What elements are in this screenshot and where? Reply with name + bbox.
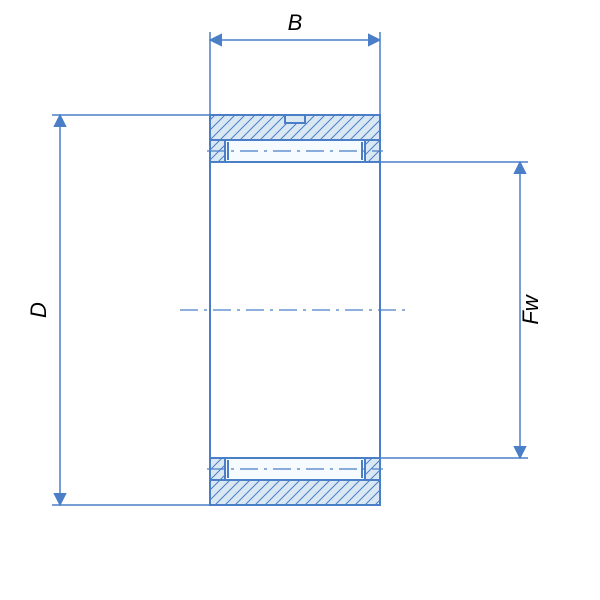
dim-label-width: B [288, 10, 303, 35]
dim-label-outer-diameter: D [26, 302, 51, 318]
dim-label-inner-diameter: Fw [518, 293, 543, 324]
